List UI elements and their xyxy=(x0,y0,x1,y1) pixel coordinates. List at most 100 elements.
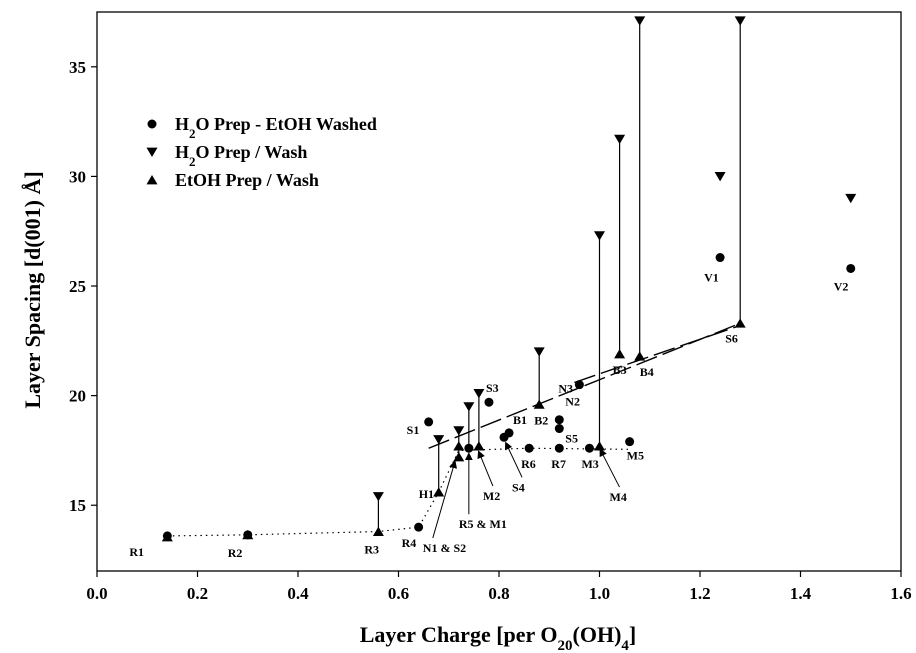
plot-frame xyxy=(96,11,902,572)
data-point-circle xyxy=(504,428,514,438)
data-point-triangle-up xyxy=(242,529,254,540)
point-label: B2 xyxy=(534,413,548,427)
point-label: R4 xyxy=(402,536,417,550)
point-label: R2 xyxy=(228,546,243,560)
annotation-arrow xyxy=(432,460,457,539)
annotation-arrow xyxy=(599,448,620,488)
data-point-triangle-down xyxy=(714,172,726,182)
data-point-triangle-up xyxy=(594,441,605,451)
y-tick-label: 20 xyxy=(69,387,86,406)
data-point-triangle-down xyxy=(453,426,465,436)
data-point-circle xyxy=(524,443,534,453)
data-point-circle xyxy=(715,253,725,263)
data-point-triangle-up xyxy=(372,526,384,536)
x-axis: 0.0 0.2 0.4 0.6 0.8 1.0 1.2 1.4 1.6 xyxy=(86,571,912,603)
y-tick-label: 15 xyxy=(69,496,86,515)
data-points xyxy=(161,16,857,542)
data-point-circle xyxy=(554,424,564,434)
y-tick-label: 25 xyxy=(69,277,86,296)
point-label: B3 xyxy=(613,363,627,377)
x-tick-label: 1.4 xyxy=(790,584,812,603)
data-point-triangle-up xyxy=(453,441,465,451)
plot-border xyxy=(96,11,902,572)
connector-lines xyxy=(377,20,741,532)
point-label: N1 & S2 xyxy=(423,541,466,555)
data-point-triangle-up xyxy=(161,532,173,542)
data-point-triangle-down xyxy=(634,16,646,26)
point-label: V1 xyxy=(704,271,719,285)
point-label: S6 xyxy=(725,331,738,345)
dotted-trend-line xyxy=(167,447,630,537)
point-label: R3 xyxy=(364,543,379,557)
point-label: R7 xyxy=(551,457,566,471)
data-point-triangle-up xyxy=(634,351,646,361)
x-tick-label: 0.8 xyxy=(488,584,509,603)
point-label: S1 xyxy=(407,423,420,437)
data-point-triangle-down xyxy=(845,193,857,204)
data-point-circle xyxy=(554,443,564,453)
point-label: V2 xyxy=(834,279,849,293)
trend-lines xyxy=(167,322,741,537)
legend-entry: EtOH Prep / Wash xyxy=(175,170,319,190)
point-label: R6 xyxy=(521,457,536,471)
point-label: M3 xyxy=(581,457,598,471)
y-tick-label: 30 xyxy=(69,167,86,186)
x-axis-title: Layer Charge [per O20(OH)4] xyxy=(360,622,636,653)
data-point-circle xyxy=(584,443,594,453)
x-tick-label: 1.2 xyxy=(689,584,710,603)
point-label: B4 xyxy=(640,365,654,379)
annotation-arrow xyxy=(477,450,494,487)
data-point-triangle-up xyxy=(473,441,485,451)
point-label: N3 xyxy=(558,382,573,396)
data-point-circle xyxy=(484,397,494,407)
data-point-triangle-down xyxy=(372,492,384,502)
data-point-triangle-down xyxy=(473,389,485,399)
data-point-circle xyxy=(464,443,474,453)
data-point-triangle-down xyxy=(433,435,445,445)
point-label: M5 xyxy=(627,449,644,463)
data-point-triangle-down xyxy=(533,347,545,357)
data-point-circle xyxy=(625,437,635,447)
data-point-triangle-down xyxy=(463,402,475,412)
point-label: R5 & M1 xyxy=(459,517,507,531)
data-point-triangle-down xyxy=(614,134,626,145)
data-point-circle xyxy=(414,522,424,532)
point-label: H1 xyxy=(419,487,434,501)
x-tick-label: 0.4 xyxy=(287,584,309,603)
annotation-arrow xyxy=(504,441,523,478)
data-point-triangle-up xyxy=(533,399,545,409)
legend-entry: H2O Prep - EtOH Washed xyxy=(175,114,377,141)
data-point-triangle-up xyxy=(614,349,626,359)
point-label: M2 xyxy=(483,489,500,503)
x-tick-label: 0.6 xyxy=(388,584,409,603)
legend-marker-circle xyxy=(147,119,157,129)
legend-entry: H2O Prep / Wash xyxy=(175,142,307,169)
point-label: S5 xyxy=(565,432,578,446)
data-point-triangle-down xyxy=(734,16,746,26)
legend-marker-triangle-up xyxy=(146,175,158,185)
point-annotations: R1 R2 R3 R4 S1 S3 B1 B2 N2 S5 N3 B3 B4 S6 V1 V2 R6 R7 M3 M5… xyxy=(129,271,848,560)
dashed-trend-line xyxy=(574,324,741,384)
x-tick-label: 0.2 xyxy=(187,584,208,603)
data-point-triangle-up xyxy=(734,318,746,328)
legend-marker-triangle-down xyxy=(146,147,158,157)
point-label: N2 xyxy=(565,395,580,409)
y-axis-title: Layer Spacing [d(001) Å] xyxy=(20,171,45,408)
data-point-triangle-up xyxy=(433,487,445,497)
data-point-circle xyxy=(554,415,564,425)
data-point-triangle-down xyxy=(594,231,605,241)
point-label: R1 xyxy=(129,545,144,559)
x-tick-label: 1.6 xyxy=(890,584,911,603)
data-point-circle xyxy=(424,417,434,427)
data-point-circle xyxy=(574,380,584,390)
point-label: B1 xyxy=(513,413,527,427)
x-tick-label: 0.0 xyxy=(86,584,107,603)
point-label: S4 xyxy=(512,480,525,494)
point-label: S3 xyxy=(486,381,499,395)
y-axis: 15 20 25 30 35 xyxy=(69,58,97,515)
x-tick-label: 1.0 xyxy=(589,584,610,603)
point-label: M4 xyxy=(610,490,627,504)
data-point-circle xyxy=(846,263,856,273)
